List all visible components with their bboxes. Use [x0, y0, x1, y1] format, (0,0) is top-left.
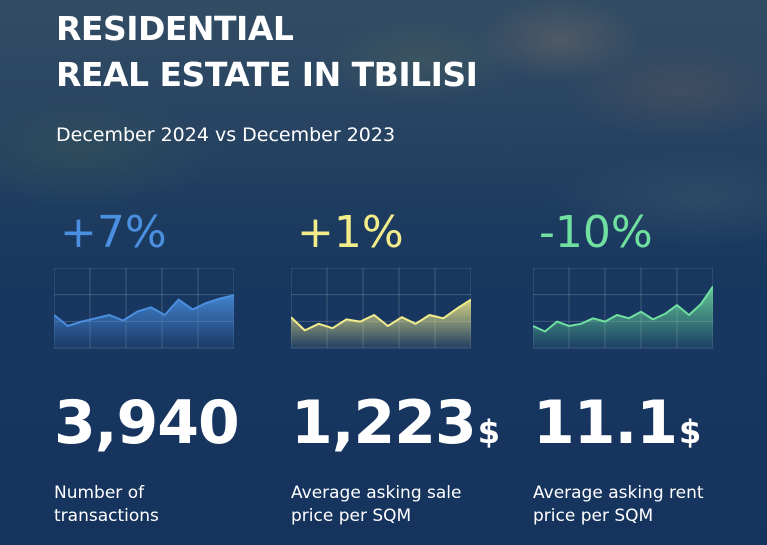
stat-value: 3,940 [54, 388, 241, 467]
title-line-2: REAL ESTATE IN TBILISI [56, 55, 478, 94]
sparkline-area [54, 295, 234, 348]
sparkline-line [291, 298, 471, 332]
stat-number: 11.1 [533, 388, 678, 458]
stat-label-line-2: price per SQM [533, 506, 654, 526]
stat-number: 3,940 [54, 388, 240, 458]
stat-label-line-1: Average asking sale [291, 483, 462, 503]
page-title: RESIDENTIAL REAL ESTATE IN TBILISI [56, 6, 478, 98]
sparkline-line [54, 294, 234, 327]
stat-value: 1,223$ [291, 388, 500, 467]
change-percent: +1% [297, 207, 404, 258]
change-percent: -10% [539, 207, 653, 258]
stat-unit: $ [477, 413, 500, 451]
page-subtitle: December 2024 vs December 2023 [56, 124, 396, 146]
stat-label-line-2: transactions [54, 506, 159, 526]
stat-label-line-2: price per SQM [291, 506, 412, 526]
stat-value: 11.1$ [533, 388, 701, 467]
stat-label-line-1: Average asking rent [533, 483, 704, 503]
sparkline-chart [54, 268, 234, 349]
background-photo [0, 0, 767, 260]
change-percent: +7% [60, 207, 167, 258]
stat-label-line-1: Number of [54, 483, 145, 503]
sparkline-line [533, 285, 713, 333]
stat-transactions: +7% 3,940 Number of transactions [54, 198, 254, 526]
stat-label: Average asking rent price per SQM [533, 482, 733, 528]
sparkline-chart [291, 268, 471, 349]
title-line-1: RESIDENTIAL [56, 9, 294, 48]
stat-unit: $ [679, 413, 701, 451]
sparkline-area [291, 299, 471, 348]
stat-label: Average asking sale price per SQM [291, 482, 491, 528]
stat-sale-price: +1% 1,223$ Average asking sale price per… [291, 198, 500, 526]
stat-label: Number of transactions [54, 482, 254, 528]
sparkline-chart [533, 268, 713, 349]
stat-rent-price: -10% 11.1$ Average asking rent price per… [533, 198, 733, 526]
stat-number: 1,223 [291, 388, 477, 458]
